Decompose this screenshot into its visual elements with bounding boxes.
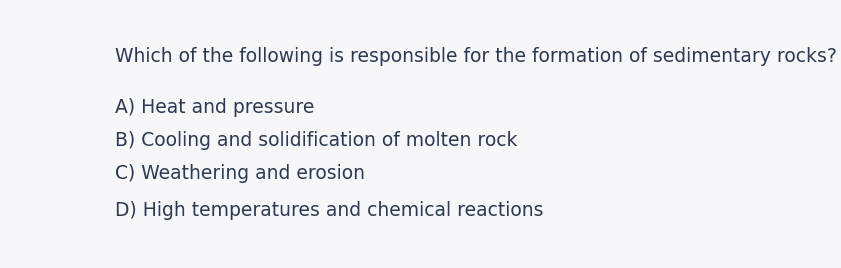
Text: B) Cooling and solidification of molten rock: B) Cooling and solidification of molten … <box>115 131 517 150</box>
Text: C) Weathering and erosion: C) Weathering and erosion <box>115 164 365 183</box>
Text: Which of the following is responsible for the formation of sedimentary rocks?: Which of the following is responsible fo… <box>115 47 837 66</box>
Text: A) Heat and pressure: A) Heat and pressure <box>115 98 315 117</box>
Text: D) High temperatures and chemical reactions: D) High temperatures and chemical reacti… <box>115 201 543 220</box>
